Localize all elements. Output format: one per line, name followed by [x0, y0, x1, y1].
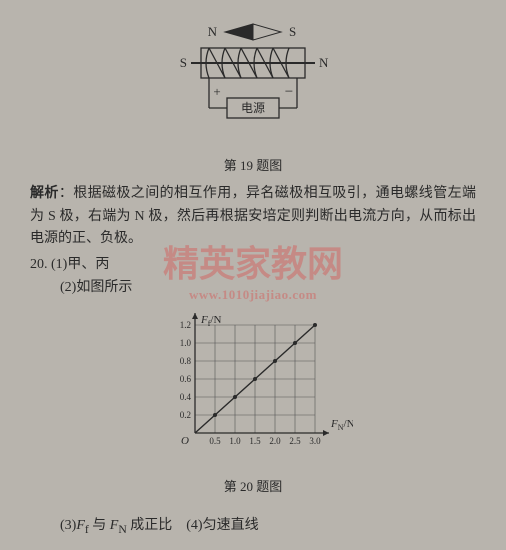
svg-text:O: O — [181, 435, 189, 447]
diagram-19: N S S N — [153, 10, 353, 148]
svg-text:2.5: 2.5 — [289, 436, 301, 446]
q20-line1: 20. (1)甲、丙 — [30, 254, 476, 276]
analysis-label: 解析 — [30, 186, 59, 201]
q20-part2: (2)如图所示 — [60, 277, 476, 299]
battery-minus: − — [285, 84, 293, 100]
coil-right-pole: N — [319, 55, 329, 70]
svg-text:1.5: 1.5 — [249, 436, 261, 446]
q20-part3-prefix: (3) — [60, 518, 76, 533]
svg-text:0.4: 0.4 — [180, 392, 192, 402]
svg-text:0.5: 0.5 — [209, 436, 221, 446]
compass-icon: N S — [208, 24, 297, 40]
chart-20: 0.2 0.4 0.6 0.8 1.0 1.2 0.5 1.0 1.5 2.0 2.5 3.0 O Ff/… — [153, 307, 353, 470]
q20-line-34: (3)Ff 与 FN 成正比 (4)匀速直线 — [60, 515, 476, 539]
diagram-19-caption: 第 19 题图 — [30, 156, 476, 177]
svg-text:Ff/N: Ff/N — [200, 314, 221, 328]
svg-text:1.2: 1.2 — [180, 320, 191, 330]
battery-icon: 电源 + − — [209, 78, 297, 118]
analysis-paragraph: 解析：根据磁极之间的相互作用，异名磁极相互吸引，通电螺线管左端为 S 极，右端为… — [30, 183, 476, 250]
battery-plus: + — [213, 84, 220, 99]
compass-left-label: N — [208, 24, 218, 39]
svg-text:0.6: 0.6 — [180, 374, 192, 384]
q20-part3-mid: 与 — [89, 518, 110, 533]
coil-left-pole: S — [180, 55, 187, 70]
q20-ff: F — [76, 518, 85, 533]
svg-text:FN/N: FN/N — [330, 418, 353, 432]
q20-part1: (1)甲、丙 — [51, 257, 109, 272]
svg-text:0.2: 0.2 — [180, 410, 191, 420]
q20-number: 20. — [30, 257, 48, 272]
analysis-text: ：根据磁极之间的相互作用，异名磁极相互吸引，通电螺线管左端为 S 极，右端为 N… — [30, 186, 476, 246]
compass-right-label: S — [289, 24, 296, 39]
svg-text:2.0: 2.0 — [269, 436, 281, 446]
svg-text:3.0: 3.0 — [309, 436, 321, 446]
chart-20-caption: 第 20 题图 — [30, 477, 476, 498]
q20-part4: (4)匀速直线 — [186, 518, 258, 533]
q20-fn-sub: N — [118, 523, 126, 536]
battery-label: 电源 — [241, 101, 265, 115]
solenoid-icon: S N — [180, 48, 329, 78]
svg-text:0.8: 0.8 — [180, 356, 192, 366]
svg-text:1.0: 1.0 — [180, 338, 192, 348]
q20-part3-suffix: 成正比 — [127, 518, 173, 533]
svg-text:1.0: 1.0 — [229, 436, 241, 446]
